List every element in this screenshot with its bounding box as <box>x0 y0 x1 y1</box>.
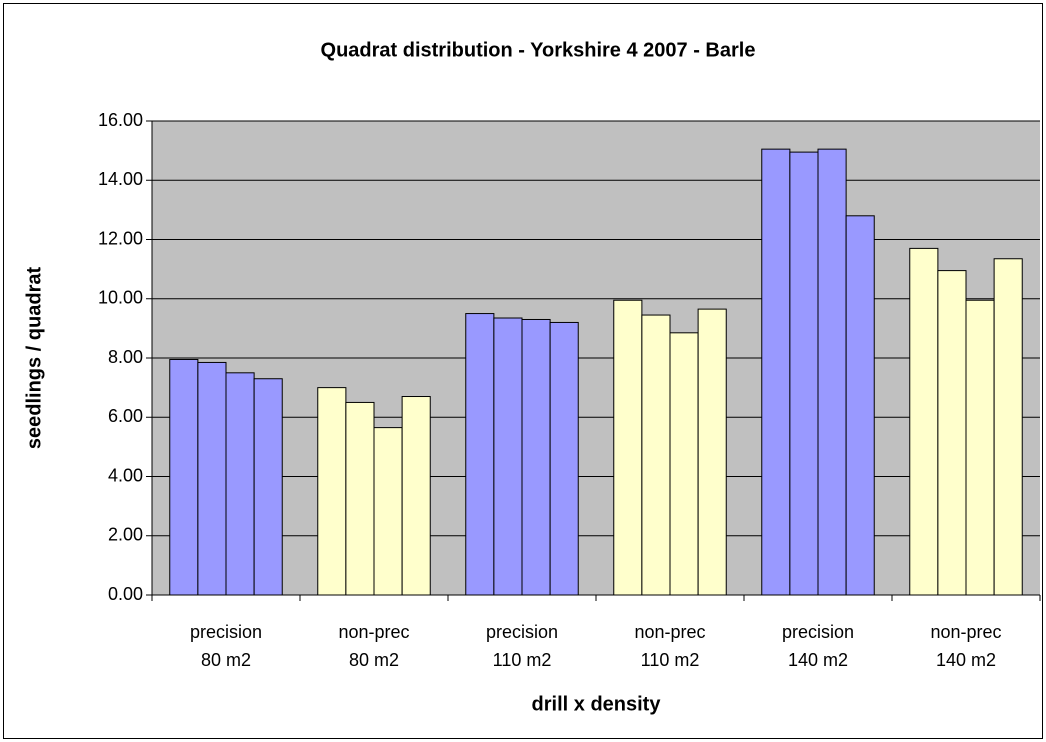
bar <box>465 313 495 596</box>
bar <box>613 299 643 596</box>
y-tick-label: 8.00 <box>108 347 143 367</box>
bar <box>641 314 671 596</box>
y-tick-label: 10.00 <box>98 288 143 308</box>
x-tick-label: 110 m2 <box>641 650 700 670</box>
bar <box>761 148 791 596</box>
bar <box>817 148 847 596</box>
y-axis-label: seedlings / quadrat <box>23 267 45 450</box>
y-tick-label: 16.00 <box>98 110 143 130</box>
bar <box>401 396 431 596</box>
x-axis-label: drill x density <box>532 693 662 715</box>
x-tick-label: 140 m2 <box>936 650 996 670</box>
bar <box>253 378 283 596</box>
bar <box>845 215 875 596</box>
bar <box>373 427 403 596</box>
bar <box>789 151 819 596</box>
x-tick-label: 140 m2 <box>788 650 848 670</box>
bar <box>993 258 1023 596</box>
bar <box>697 308 727 596</box>
bar <box>937 270 967 596</box>
x-tick-label: precision <box>782 622 854 642</box>
x-tick-label: 80 m2 <box>201 650 251 670</box>
bar <box>521 318 551 596</box>
bar <box>197 361 227 596</box>
y-tick-label: 2.00 <box>108 525 143 545</box>
bar <box>965 299 995 596</box>
y-tick-label: 0.00 <box>108 584 143 604</box>
y-tick-label: 14.00 <box>98 169 143 189</box>
x-tick-label: non-prec <box>930 622 1001 642</box>
x-tick-label: 80 m2 <box>349 650 399 670</box>
x-tick-label: 110 m2 <box>493 650 552 670</box>
x-tick-label: precision <box>190 622 262 642</box>
bar <box>549 321 579 596</box>
bar <box>345 401 375 596</box>
x-tick-label: precision <box>486 622 558 642</box>
x-tick-label: non-prec <box>634 622 705 642</box>
bar <box>909 247 939 596</box>
bar <box>169 358 199 596</box>
chart-title: Quadrat distribution - Yorkshire 4 2007 … <box>321 39 756 61</box>
y-tick-label: 12.00 <box>98 228 143 248</box>
bar <box>317 387 347 596</box>
x-tick-label: non-prec <box>338 622 409 642</box>
bar <box>493 317 523 596</box>
bar <box>225 372 255 596</box>
y-tick-label: 6.00 <box>108 406 143 426</box>
bar <box>669 332 699 596</box>
y-tick-label: 4.00 <box>108 465 143 485</box>
